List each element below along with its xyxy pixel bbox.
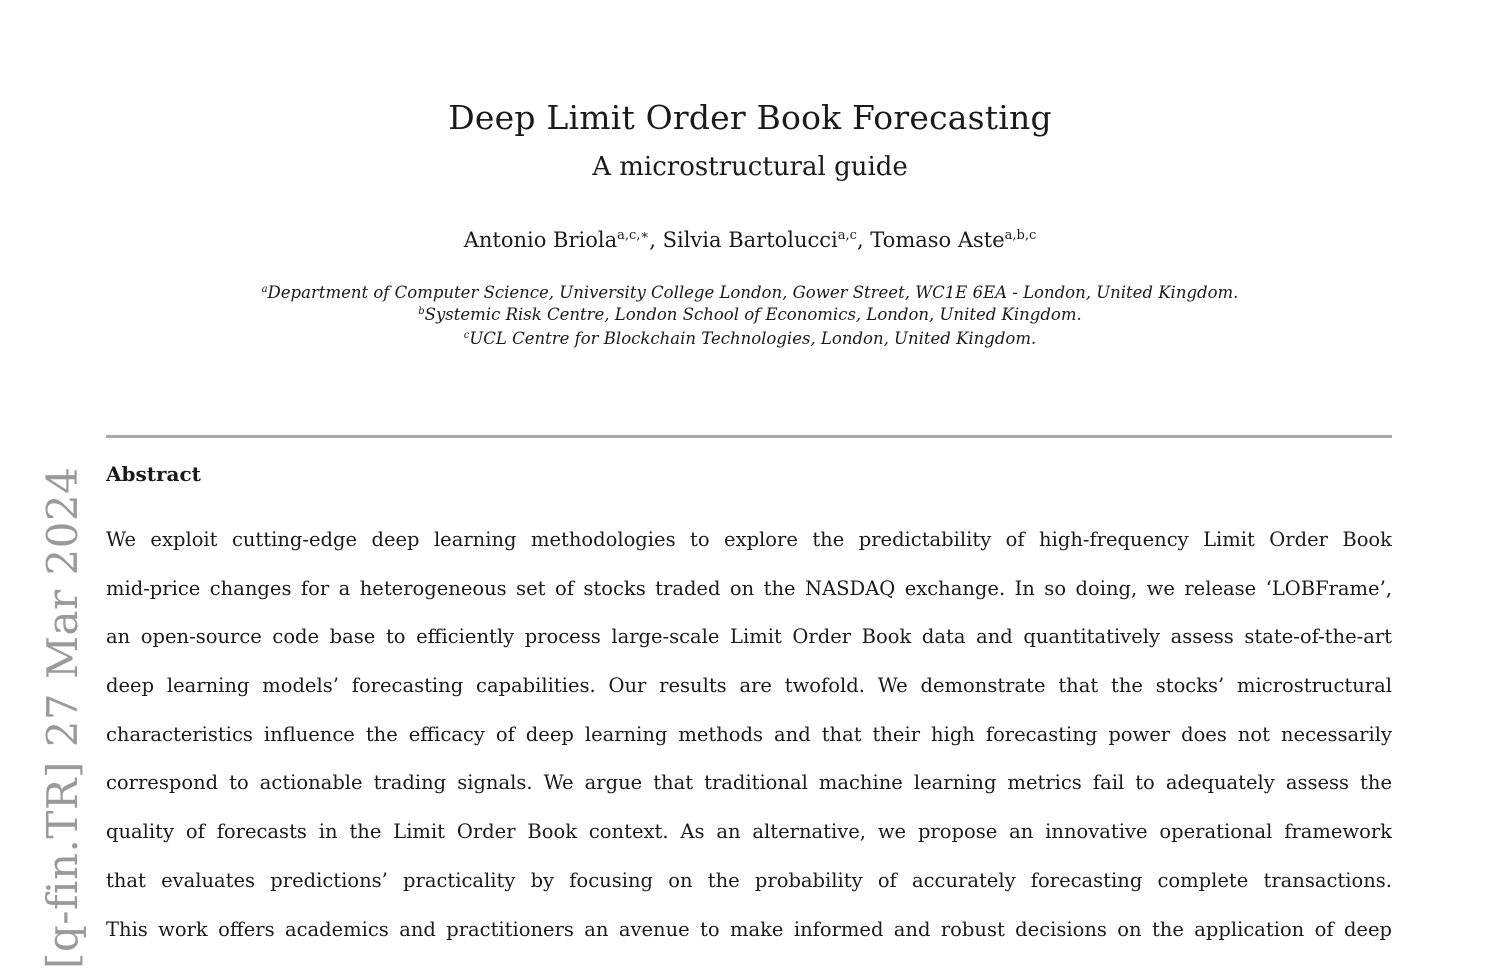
abstract-line: correspond to actionable trading signals… — [106, 771, 1392, 795]
affiliation-line: cUCL Centre for Blockchain Technologies,… — [0, 329, 1500, 348]
abstract-line: an open-source code base to efficiently … — [106, 625, 1392, 649]
affiliation-text: UCL Centre for Blockchain Technologies, … — [469, 329, 1037, 348]
author-list: Antonio Briolaa,c,∗, Silvia Bartoluccia,… — [463, 228, 1037, 252]
arxiv-side-stamp: [q-fin.TR] 27 Mar 2024 — [38, 466, 87, 969]
abstract-body: We exploit cutting-edge deep learning me… — [106, 522, 1392, 960]
section-divider — [106, 435, 1392, 438]
author-affiliation-mark: a,c — [837, 228, 857, 243]
affiliation-text: Systemic Risk Centre, London School of E… — [424, 305, 1082, 324]
author-name: Tomaso Aste — [870, 228, 1005, 252]
abstract-line: quality of forecasts in the Limit Order … — [106, 820, 1392, 844]
paper-title: Deep Limit Order Book Forecasting — [448, 98, 1052, 137]
abstract-line: deep learning models’ forecasting capabi… — [106, 674, 1392, 698]
abstract-line: We exploit cutting-edge deep learning me… — [106, 528, 1392, 551]
abstract-heading: Abstract — [106, 462, 201, 486]
abstract-line: that evaluates predictions’ practicality… — [106, 868, 1392, 892]
affiliation-text: Department of Computer Science, Universi… — [267, 283, 1239, 302]
affiliation-line: bSystemic Risk Centre, London School of … — [0, 305, 1500, 324]
affiliation-mark: c — [463, 330, 470, 341]
abstract-line: characteristics influence the efficacy o… — [106, 722, 1392, 746]
author-affiliation-mark: a,b,c — [1004, 228, 1037, 243]
abstract-line: This work offers academics and practitio… — [106, 917, 1392, 941]
paper-subtitle: A microstructural guide — [592, 152, 908, 182]
abstract-line: mid-price changes for a heterogeneous se… — [106, 576, 1392, 600]
author-affiliation-mark: a,c,∗ — [617, 228, 650, 243]
affiliation-mark: b — [418, 306, 425, 317]
affiliation-mark: a — [261, 284, 268, 295]
affiliation-line: aDepartment of Computer Science, Univers… — [0, 283, 1500, 302]
author-name: Silvia Bartolucci — [662, 228, 838, 252]
author-name: Antonio Briola — [463, 228, 618, 252]
